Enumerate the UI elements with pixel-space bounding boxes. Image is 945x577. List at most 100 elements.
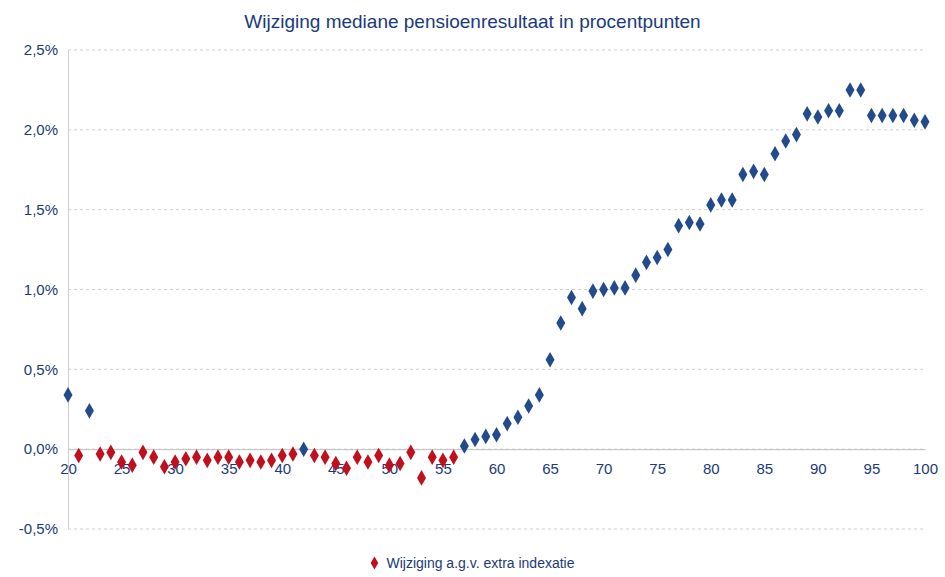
point (567, 290, 576, 306)
point (149, 449, 158, 465)
x-tick: 35 (221, 449, 238, 477)
point (96, 446, 105, 462)
point (181, 451, 190, 467)
y-tick: 2,0% (24, 121, 68, 138)
x-tick: 85 (756, 449, 773, 477)
x-tick: 80 (703, 449, 720, 477)
point (460, 438, 469, 454)
point (396, 456, 405, 472)
point (235, 454, 244, 470)
y-tick-label: 0,5% (24, 361, 58, 378)
point (471, 432, 480, 448)
point (192, 449, 201, 465)
point (342, 461, 351, 477)
point (674, 218, 683, 234)
point (535, 387, 544, 403)
legend-item: Wijziging a.g.v. extra indexatie (371, 555, 575, 571)
point (792, 127, 801, 143)
point (856, 82, 865, 98)
y-tick: 0,0% (24, 440, 68, 457)
point (546, 352, 555, 368)
point (85, 403, 94, 419)
x-tick-label: 80 (703, 460, 720, 477)
point (588, 283, 597, 299)
point (171, 454, 180, 470)
point (331, 456, 340, 472)
point (513, 409, 522, 425)
point (835, 103, 844, 119)
grid-line (68, 369, 925, 370)
x-tick: 100 (913, 449, 938, 477)
point (781, 133, 790, 149)
legend-label: Wijziging a.g.v. extra indexatie (386, 555, 574, 571)
point (406, 445, 415, 461)
point (203, 453, 212, 469)
point (910, 112, 919, 128)
point (321, 449, 330, 465)
x-tick: 70 (596, 449, 613, 477)
y-axis-line (68, 51, 69, 530)
point (428, 449, 437, 465)
x-tick-label: 95 (864, 460, 881, 477)
point (64, 387, 73, 403)
point (385, 457, 394, 473)
point (224, 449, 233, 465)
point (363, 454, 372, 470)
point (738, 167, 747, 183)
grid (68, 50, 925, 529)
y-tick: 2,5% (24, 41, 68, 58)
grid-line (68, 289, 925, 290)
x-tick: 95 (864, 449, 881, 477)
grid-line (68, 209, 925, 210)
y-tick: 0,5% (24, 361, 68, 378)
point (128, 457, 137, 473)
y-tick: 1,5% (24, 201, 68, 218)
point (749, 164, 758, 180)
point (642, 255, 651, 271)
point (256, 454, 265, 470)
grid-line (68, 50, 925, 51)
series (64, 82, 930, 486)
point (524, 398, 533, 414)
legend-marker (371, 556, 379, 569)
point (653, 250, 662, 266)
y-tick-label: 0,0% (24, 440, 58, 457)
point (578, 301, 587, 317)
point (138, 445, 147, 461)
point (503, 416, 512, 432)
y-tick-label: 2,0% (24, 121, 58, 138)
point (803, 106, 812, 122)
x-tick-label: 20 (60, 460, 77, 477)
point (481, 429, 490, 445)
point (921, 114, 930, 130)
point (417, 470, 426, 486)
x-tick-label: 60 (489, 460, 506, 477)
point (310, 448, 319, 464)
x-tick-label: 70 (596, 460, 613, 477)
point (213, 449, 222, 465)
x-tick-label: 85 (756, 460, 773, 477)
point (685, 215, 694, 231)
point (888, 108, 897, 124)
x-tick-label: 75 (649, 460, 666, 477)
x-tick: 45 (328, 449, 345, 477)
x-tick: 25 (114, 449, 131, 477)
x-tick: 65 (542, 449, 559, 477)
x-axis: 20253035404550556065707580859095100 (60, 449, 938, 477)
chart: Wijziging mediane pensioenresultaat in p… (0, 0, 945, 577)
grid-line (68, 529, 925, 530)
point (299, 441, 308, 457)
point (706, 197, 715, 213)
legend: Wijziging a.g.v. extra indexatie (371, 555, 575, 571)
x-tick: 90 (810, 449, 827, 477)
point (288, 446, 297, 462)
point (278, 448, 287, 464)
x-tick-label: 90 (810, 460, 827, 477)
title: Wijziging mediane pensioenresultaat in p… (244, 11, 700, 32)
point (438, 453, 447, 469)
x-tick: 55 (435, 449, 452, 477)
point (728, 192, 737, 208)
point (610, 280, 619, 296)
point (899, 108, 908, 124)
y-tick-label: -0,5% (19, 520, 58, 537)
